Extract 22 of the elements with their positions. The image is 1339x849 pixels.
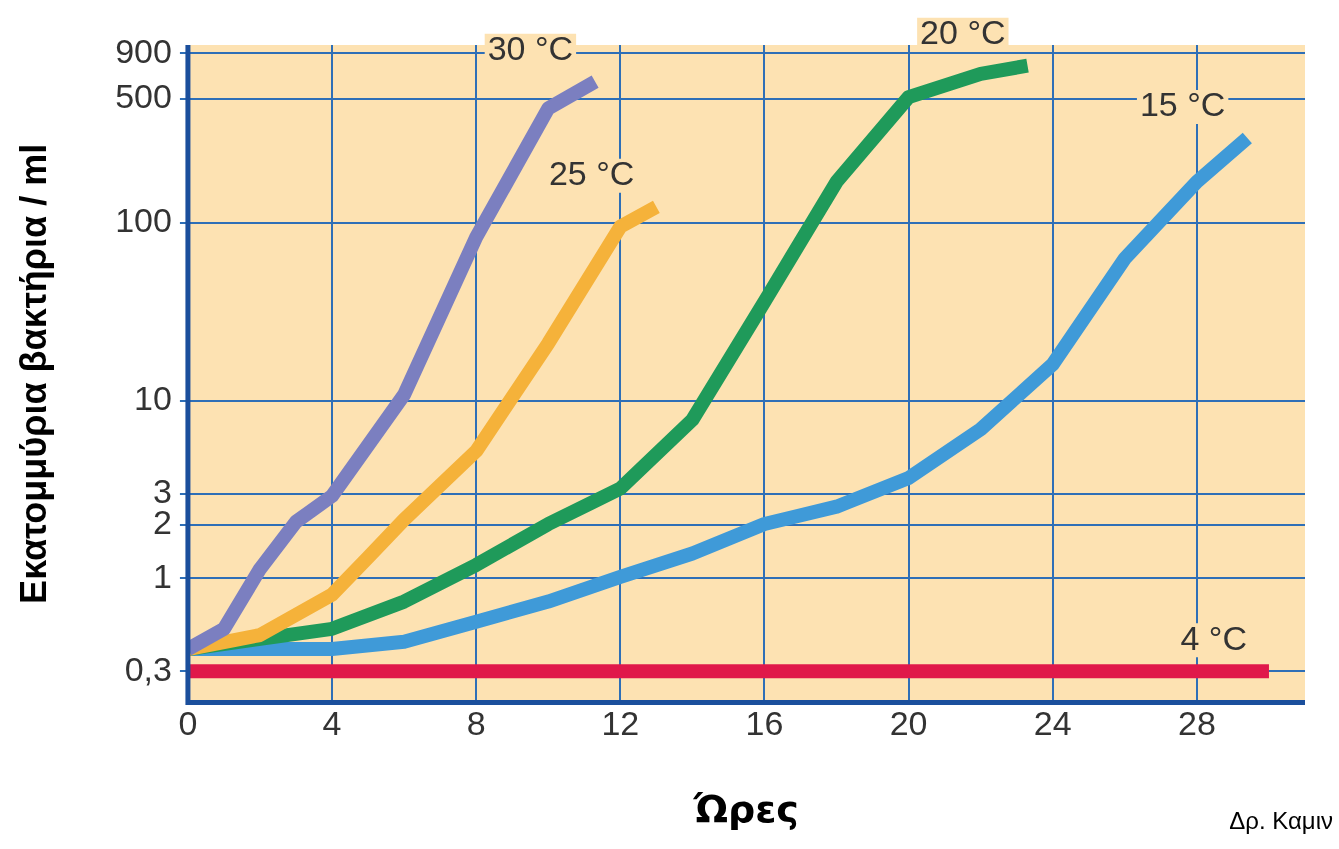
x-tick-label: 24 (1033, 704, 1072, 743)
series-label: 20 °C (920, 13, 1006, 52)
text: Δρ. Καμιν (1229, 806, 1333, 834)
y-tick-label: 500 (115, 76, 172, 115)
y-tick-label: 1 (153, 556, 172, 595)
series-label: 4 °C (1180, 618, 1247, 657)
x-tick-label: 0 (178, 704, 198, 743)
x-tick-label: 4 (322, 704, 342, 743)
series-label: 25 °C (548, 154, 635, 193)
series-label: 15 °C (1139, 85, 1226, 124)
x-tick-label: 16 (745, 704, 784, 743)
series-label: 30 °C (487, 29, 574, 68)
y-tick-label: 900 (115, 31, 172, 70)
x-tick-label: 28 (1177, 704, 1216, 743)
y-tick-label: 0,3 (124, 649, 172, 688)
x-axis-title: Ώρες (692, 787, 799, 832)
y-tick-label: 10 (134, 378, 172, 417)
x-tick-label: 12 (601, 704, 640, 743)
x-tick-label: 8 (466, 704, 486, 743)
y-tick-label: 100 (115, 201, 172, 240)
y-axis-title: Εκατομμύρια βακτήρια / ml (12, 143, 54, 604)
x-tick-label: 20 (889, 704, 928, 743)
